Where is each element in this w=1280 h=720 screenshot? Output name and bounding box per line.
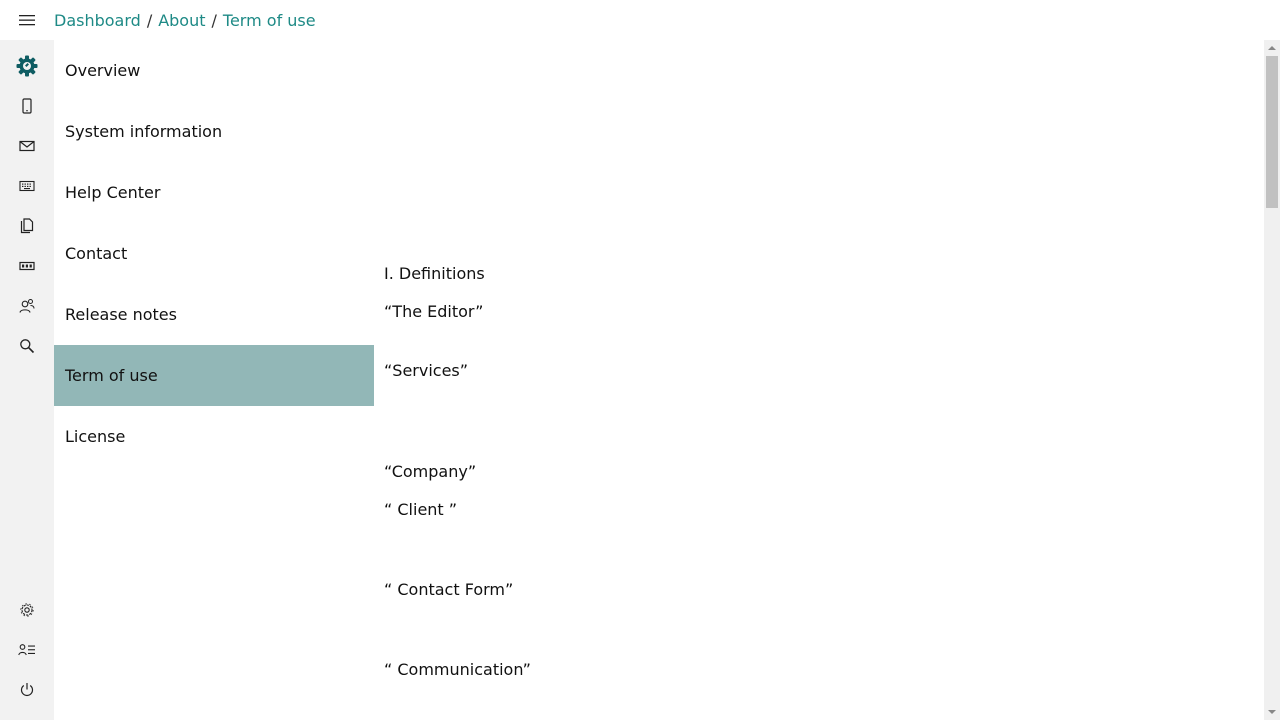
rail-search-button[interactable] [0, 326, 54, 366]
definition-term: “Services” [384, 361, 469, 380]
nav-item-label: Contact [65, 244, 128, 263]
breadcrumb-about[interactable]: About [158, 10, 206, 30]
search-icon [20, 339, 35, 354]
definition-term: “Company” [384, 462, 477, 481]
nav-item-license[interactable]: License [54, 406, 374, 467]
definition-term: “The Editor” [384, 302, 484, 321]
nav-item-contact[interactable]: Contact [54, 223, 374, 284]
rail-badge-button[interactable] [0, 246, 54, 286]
section-heading-definitions: I. Definitions [384, 264, 485, 283]
scroll-down-button[interactable] [1264, 704, 1280, 720]
about-nav: Overview System information Help Center … [54, 40, 374, 720]
definition-term: “ Communication” [384, 660, 531, 679]
phone-icon [22, 98, 32, 114]
nav-item-label: License [65, 427, 126, 446]
logo-gear-icon [16, 55, 38, 77]
rail-users-button[interactable] [0, 286, 54, 326]
nav-item-label: Term of use [65, 366, 158, 385]
breadcrumb-term-of-use[interactable]: Term of use [222, 10, 316, 30]
scroll-down-arrow-icon [1268, 710, 1276, 714]
nav-item-release-notes[interactable]: Release notes [54, 284, 374, 345]
scrollbar-thumb[interactable] [1266, 56, 1278, 208]
badge-icon [19, 261, 35, 271]
rail-settings-button[interactable] [0, 590, 54, 630]
rail-power-button[interactable] [0, 670, 54, 710]
definition-term: “ Client ” [384, 500, 458, 519]
scroll-up-arrow-icon [1268, 46, 1276, 50]
nav-item-label: Release notes [65, 305, 177, 324]
nav-item-system-information[interactable]: System information [54, 101, 374, 162]
hamburger-icon [19, 15, 35, 26]
top-bar: Dashboard / About / Term of use [0, 0, 1280, 40]
rail-copy-button[interactable] [0, 206, 54, 246]
scroll-up-button[interactable] [1264, 40, 1280, 56]
breadcrumb: Dashboard / About / Term of use [54, 0, 316, 40]
account-list-icon [18, 644, 35, 656]
users-icon [19, 299, 35, 313]
breadcrumb-separator: / [211, 10, 217, 30]
nav-item-label: Help Center [65, 183, 161, 202]
terms-content: I. Definitions “The Editor” “Services” “… [374, 40, 1264, 720]
rail-phone-button[interactable] [0, 86, 54, 126]
rail-keyboard-button[interactable] [0, 166, 54, 206]
rail-account-list-button[interactable] [0, 630, 54, 670]
rail-mail-button[interactable] [0, 126, 54, 166]
nav-item-term-of-use[interactable]: Term of use [54, 345, 374, 406]
nav-item-overview[interactable]: Overview [54, 40, 374, 101]
keyboard-icon [19, 180, 35, 192]
nav-item-label: System information [65, 122, 223, 141]
breadcrumb-separator: / [146, 10, 153, 30]
hamburger-menu-button[interactable] [0, 0, 54, 40]
settings-icon [20, 603, 34, 617]
nav-item-help-center[interactable]: Help Center [54, 162, 374, 223]
mail-icon [19, 140, 35, 152]
rail-logo-button[interactable] [0, 46, 54, 86]
content-scrollbar[interactable] [1264, 40, 1280, 720]
breadcrumb-dashboard[interactable]: Dashboard [54, 10, 141, 30]
definition-term: “ Contact Form” [384, 580, 514, 599]
copy-icon [20, 218, 34, 234]
icon-rail [0, 40, 54, 720]
power-icon [20, 683, 34, 696]
nav-item-label: Overview [65, 61, 141, 80]
